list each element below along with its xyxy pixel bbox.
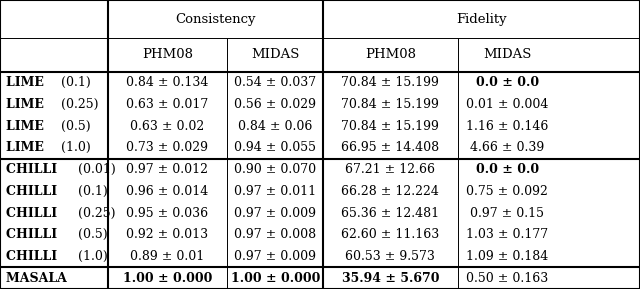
Text: (0.01): (0.01)	[78, 163, 116, 176]
Text: 0.97 ± 0.15: 0.97 ± 0.15	[470, 207, 544, 220]
Text: CHILLI: CHILLI	[6, 228, 62, 241]
Text: CHILLI: CHILLI	[6, 207, 62, 220]
Text: 67.21 ± 12.66: 67.21 ± 12.66	[346, 163, 435, 176]
Text: 0.01 ± 0.004: 0.01 ± 0.004	[466, 98, 548, 111]
Text: (1.0): (1.0)	[61, 141, 91, 154]
Text: 0.63 ± 0.017: 0.63 ± 0.017	[126, 98, 209, 111]
Text: 0.97 ± 0.009: 0.97 ± 0.009	[234, 207, 316, 220]
Text: 0.97 ± 0.012: 0.97 ± 0.012	[126, 163, 209, 176]
Text: MASALA: MASALA	[6, 272, 72, 285]
Text: 0.92 ± 0.013: 0.92 ± 0.013	[126, 228, 209, 241]
Text: 0.96 ± 0.014: 0.96 ± 0.014	[126, 185, 209, 198]
Text: PHM08: PHM08	[142, 49, 193, 62]
Text: 0.95 ± 0.036: 0.95 ± 0.036	[126, 207, 209, 220]
Text: (0.5): (0.5)	[61, 120, 90, 133]
Text: 0.73 ± 0.029: 0.73 ± 0.029	[126, 141, 209, 154]
Text: 66.95 ± 14.408: 66.95 ± 14.408	[341, 141, 440, 154]
Text: (0.1): (0.1)	[61, 76, 91, 89]
Text: 1.00 ± 0.000: 1.00 ± 0.000	[230, 272, 320, 285]
Text: 0.50 ± 0.163: 0.50 ± 0.163	[466, 272, 548, 285]
Text: Fidelity: Fidelity	[456, 12, 507, 25]
Text: MIDAS: MIDAS	[483, 49, 531, 62]
Text: Consistency: Consistency	[175, 12, 255, 25]
Text: (0.1): (0.1)	[78, 185, 108, 198]
Text: 0.97 ± 0.011: 0.97 ± 0.011	[234, 185, 316, 198]
Text: LIME: LIME	[6, 141, 49, 154]
Text: 35.94 ± 5.670: 35.94 ± 5.670	[342, 272, 439, 285]
Text: 1.09 ± 0.184: 1.09 ± 0.184	[466, 250, 548, 263]
Text: 1.16 ± 0.146: 1.16 ± 0.146	[466, 120, 548, 133]
Text: 0.84 ± 0.06: 0.84 ± 0.06	[238, 120, 312, 133]
Text: 0.54 ± 0.037: 0.54 ± 0.037	[234, 76, 316, 89]
Text: CHILLI: CHILLI	[6, 163, 62, 176]
Text: 66.28 ± 12.224: 66.28 ± 12.224	[342, 185, 439, 198]
Text: 0.56 ± 0.029: 0.56 ± 0.029	[234, 98, 316, 111]
Text: 70.84 ± 15.199: 70.84 ± 15.199	[342, 98, 439, 111]
Text: 0.97 ± 0.009: 0.97 ± 0.009	[234, 250, 316, 263]
Text: 0.75 ± 0.092: 0.75 ± 0.092	[467, 185, 548, 198]
Text: LIME: LIME	[6, 98, 49, 111]
Text: MIDAS: MIDAS	[251, 49, 300, 62]
Text: 1.03 ± 0.177: 1.03 ± 0.177	[466, 228, 548, 241]
Text: 70.84 ± 15.199: 70.84 ± 15.199	[342, 76, 439, 89]
Text: 0.97 ± 0.008: 0.97 ± 0.008	[234, 228, 316, 241]
Text: (1.0): (1.0)	[78, 250, 108, 263]
Text: 0.89 ± 0.01: 0.89 ± 0.01	[130, 250, 205, 263]
Text: (0.25): (0.25)	[78, 207, 115, 220]
Text: 0.63 ± 0.02: 0.63 ± 0.02	[130, 120, 205, 133]
Text: 0.0 ± 0.0: 0.0 ± 0.0	[476, 163, 539, 176]
Text: 4.66 ± 0.39: 4.66 ± 0.39	[470, 141, 545, 154]
Text: 1.00 ± 0.000: 1.00 ± 0.000	[123, 272, 212, 285]
Text: 0.90 ± 0.070: 0.90 ± 0.070	[234, 163, 316, 176]
Text: 62.60 ± 11.163: 62.60 ± 11.163	[341, 228, 440, 241]
Text: 0.84 ± 0.134: 0.84 ± 0.134	[126, 76, 209, 89]
Text: 0.0 ± 0.0: 0.0 ± 0.0	[476, 76, 539, 89]
Text: (0.5): (0.5)	[78, 228, 108, 241]
Text: CHILLI: CHILLI	[6, 250, 62, 263]
Text: 0.94 ± 0.055: 0.94 ± 0.055	[234, 141, 316, 154]
Text: PHM08: PHM08	[365, 49, 416, 62]
Text: LIME: LIME	[6, 76, 49, 89]
Text: 60.53 ± 9.573: 60.53 ± 9.573	[346, 250, 435, 263]
Text: 65.36 ± 12.481: 65.36 ± 12.481	[341, 207, 440, 220]
Text: 70.84 ± 15.199: 70.84 ± 15.199	[342, 120, 439, 133]
Text: CHILLI: CHILLI	[6, 185, 62, 198]
Text: LIME: LIME	[6, 120, 49, 133]
Text: (0.25): (0.25)	[61, 98, 99, 111]
